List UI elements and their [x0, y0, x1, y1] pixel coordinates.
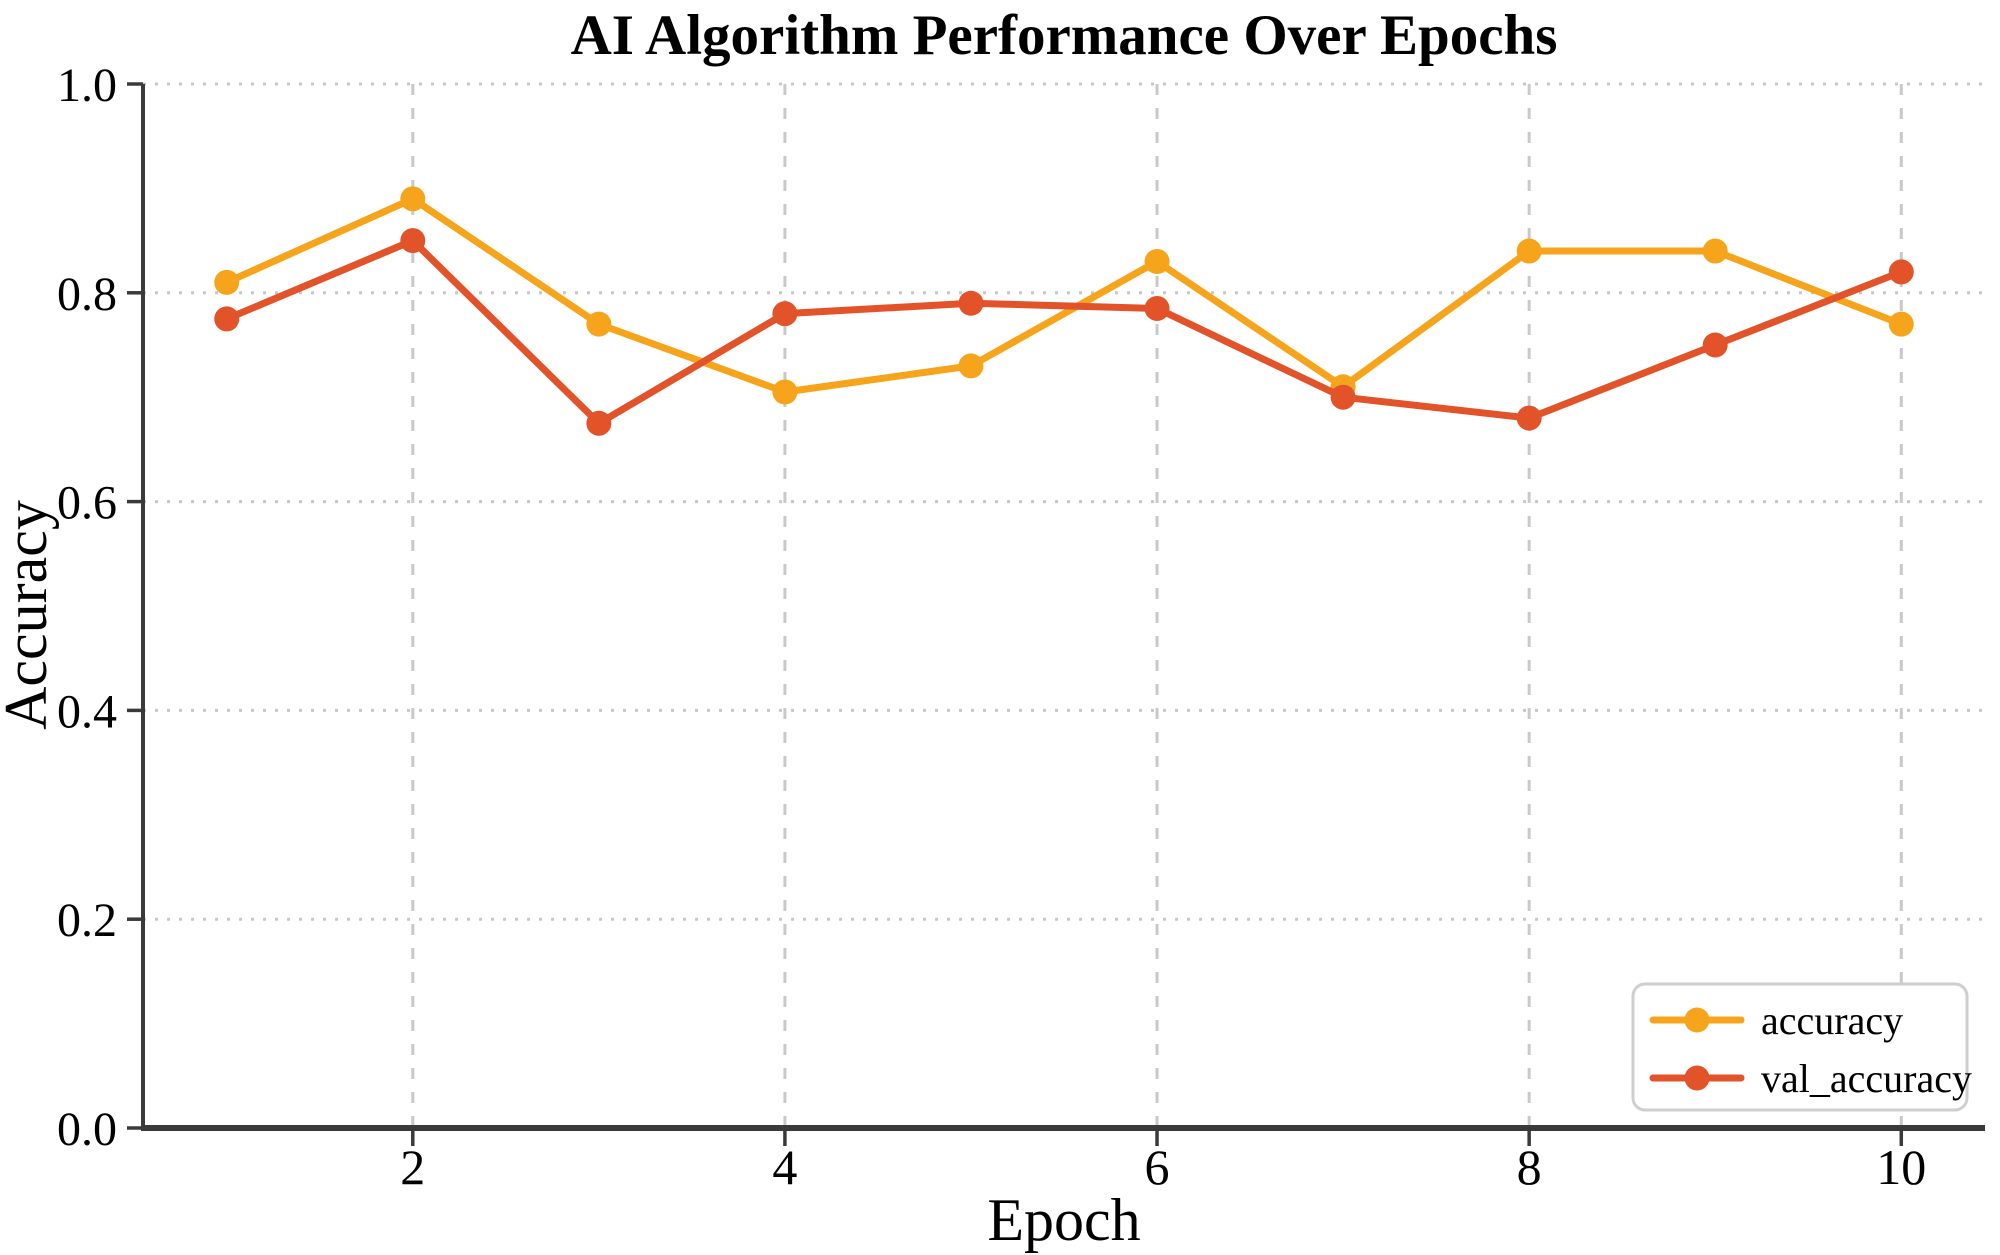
data-point-val_accuracy-epoch-5 [958, 290, 984, 316]
x-tick-label: 6 [1145, 1139, 1170, 1195]
x-axis-label: Epoch [987, 1187, 1140, 1253]
legend-entry-label: accuracy [1761, 998, 1903, 1043]
data-point-accuracy-epoch-2 [400, 186, 426, 212]
legend-marker-val_accuracy [1684, 1065, 1710, 1091]
x-tick-label: 2 [400, 1139, 425, 1195]
legend-entry-label: val_accuracy [1761, 1056, 1972, 1101]
y-tick-label: 0.2 [57, 894, 117, 947]
data-point-accuracy-epoch-6 [1144, 248, 1170, 274]
y-tick-label: 0.4 [57, 685, 117, 738]
y-axis-label: Accuracy [0, 500, 59, 730]
chart-title: AI Algorithm Performance Over Epochs [571, 4, 1558, 67]
data-point-val_accuracy-epoch-6 [1144, 295, 1170, 321]
data-point-accuracy-epoch-9 [1702, 238, 1728, 264]
x-tick-label: 8 [1517, 1139, 1542, 1195]
data-point-val_accuracy-epoch-8 [1516, 405, 1542, 431]
data-point-accuracy-epoch-5 [958, 353, 984, 379]
y-tick-label: 1.0 [57, 59, 117, 112]
series-line-accuracy [223, 195, 1905, 396]
data-point-accuracy-epoch-1 [214, 269, 240, 295]
data-point-val_accuracy-epoch-2 [400, 228, 426, 254]
data-point-accuracy-epoch-3 [586, 311, 612, 337]
data-point-val_accuracy-epoch-1 [214, 306, 240, 332]
data-point-val_accuracy-epoch-7 [1330, 384, 1356, 410]
data-point-val_accuracy-epoch-4 [772, 301, 798, 327]
x-tick-label: 10 [1876, 1139, 1926, 1195]
data-point-accuracy-epoch-8 [1516, 238, 1542, 264]
data-point-val_accuracy-epoch-9 [1702, 332, 1728, 358]
y-tick-label: 0.0 [57, 1103, 117, 1156]
series-line-val_accuracy [223, 237, 1905, 427]
data-point-val_accuracy-epoch-10 [1888, 259, 1914, 285]
y-tick-label: 0.8 [57, 268, 117, 321]
data-point-accuracy-epoch-10 [1888, 311, 1914, 337]
legend-marker-accuracy [1684, 1007, 1710, 1033]
y-tick-label: 0.6 [57, 477, 117, 530]
x-tick-label: 4 [772, 1139, 797, 1195]
data-point-val_accuracy-epoch-3 [586, 410, 612, 436]
data-point-accuracy-epoch-4 [772, 379, 798, 405]
